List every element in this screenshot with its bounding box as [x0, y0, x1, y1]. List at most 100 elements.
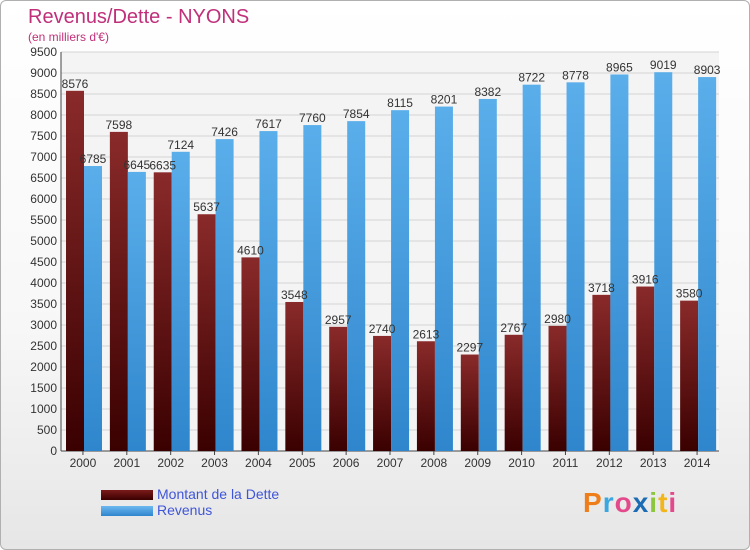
x-tick-label: 2013	[640, 456, 667, 470]
y-tick-label: 6500	[30, 171, 57, 185]
y-tick-label: 4500	[30, 255, 57, 269]
y-tick-label: 5000	[30, 234, 57, 248]
bar-revenus	[654, 72, 673, 452]
data-label-revenus: 8965	[606, 60, 633, 74]
bar-revenus	[347, 121, 366, 451]
data-label-revenus: 8201	[431, 93, 458, 107]
x-tick-label: 2009	[464, 456, 491, 470]
bar-dette	[504, 334, 523, 451]
logo-letter: o	[614, 487, 633, 518]
data-label-revenus: 8778	[562, 68, 589, 82]
data-label-revenus: 6785	[80, 152, 107, 166]
bar-revenus	[171, 151, 190, 452]
y-tick-label: 5500	[30, 213, 57, 227]
y-tick-label: 7000	[30, 150, 57, 164]
y-tick-label: 4000	[30, 276, 57, 290]
bar-dette	[373, 335, 392, 451]
logo-letter: P	[583, 487, 603, 518]
y-tick-label: 3000	[30, 318, 57, 332]
logo-letter: i	[668, 487, 678, 518]
bar-revenus	[478, 98, 497, 452]
chart-title: Revenus/Dette - NYONS	[28, 6, 250, 28]
data-label-revenus: 7124	[167, 138, 194, 152]
y-tick-label: 1500	[30, 381, 57, 395]
bar-revenus	[698, 77, 717, 451]
y-tick-label: 8500	[30, 87, 57, 101]
data-label-dette: 4610	[237, 243, 264, 257]
logo-letter: r	[602, 487, 615, 518]
legend-swatch-revenus	[101, 506, 153, 516]
bar-revenus	[391, 110, 410, 452]
chart-subtitle: (en milliers d'€)	[28, 30, 109, 44]
x-tick-label: 2008	[421, 456, 448, 470]
legend-label-dette: Montant de la Dette	[157, 486, 280, 502]
y-tick-label: 3500	[30, 297, 57, 311]
bar-dette	[460, 354, 479, 451]
y-tick-label: 2000	[30, 360, 57, 374]
data-label-dette: 3916	[632, 273, 659, 287]
logo-letter: x	[632, 487, 650, 518]
y-tick-label: 2500	[30, 339, 57, 353]
bar-dette	[548, 325, 567, 451]
data-label-dette: 2980	[544, 312, 571, 326]
data-label-dette: 3548	[281, 288, 308, 302]
bar-revenus	[84, 166, 102, 451]
data-label-dette: 5637	[193, 200, 220, 214]
y-tick-label: 9000	[30, 66, 57, 80]
x-tick-label: 2003	[201, 456, 228, 470]
x-tick-label: 2006	[333, 456, 360, 470]
x-tick-label: 2007	[377, 456, 404, 470]
bar-revenus	[127, 171, 146, 451]
data-label-dette: 2297	[456, 341, 483, 355]
data-label-revenus: 7760	[299, 111, 326, 125]
bar-dette	[109, 131, 128, 451]
data-label-dette: 2767	[500, 321, 527, 335]
x-tick-label: 2004	[245, 456, 272, 470]
data-label-dette: 8576	[62, 77, 89, 91]
bar-revenus	[522, 84, 541, 452]
data-label-revenus: 9019	[650, 58, 677, 72]
logo-letter: i	[649, 487, 659, 518]
bar-dette	[285, 301, 304, 451]
legend-swatch-dette	[101, 490, 153, 500]
y-tick-label: 9500	[30, 45, 57, 59]
data-label-dette: 7598	[106, 118, 133, 132]
logo-letter: t	[658, 487, 669, 518]
data-label-dette: 2957	[325, 313, 352, 327]
x-tick-label: 2000	[70, 456, 97, 470]
bar-revenus	[566, 82, 585, 451]
data-label-revenus: 8722	[518, 71, 545, 85]
y-tick-label: 8000	[30, 108, 57, 122]
bar-revenus	[259, 131, 278, 451]
data-label-revenus: 8382	[474, 85, 501, 99]
proxiti-logo: Proxiti	[583, 487, 677, 519]
data-label-revenus: 8903	[694, 63, 721, 77]
x-tick-label: 2014	[684, 456, 711, 470]
bar-dette	[329, 326, 348, 451]
legend-label-revenus: Revenus	[157, 502, 213, 518]
x-tick-label: 2012	[596, 456, 623, 470]
x-tick-label: 2001	[113, 456, 140, 470]
data-label-dette: 2613	[413, 327, 440, 341]
x-tick-label: 2011	[553, 456, 579, 470]
data-label-dette: 6635	[149, 158, 176, 172]
x-tick-label: 2005	[289, 456, 316, 470]
bar-dette	[197, 214, 216, 451]
bar-dette	[66, 90, 84, 452]
bar-dette	[241, 257, 260, 451]
bar-revenus	[434, 106, 453, 452]
bar-revenus	[215, 139, 234, 451]
bar-dette	[416, 341, 435, 451]
data-label-revenus: 7617	[255, 117, 282, 131]
data-label-revenus: 6645	[124, 158, 151, 172]
y-tick-label: 6000	[30, 192, 57, 206]
y-tick-label: 1000	[30, 402, 57, 416]
data-label-revenus: 7426	[211, 125, 238, 139]
data-label-revenus: 7854	[343, 107, 370, 121]
y-tick-label: 7500	[30, 129, 57, 143]
bar-dette	[680, 300, 699, 451]
data-label-revenus: 8115	[387, 96, 413, 110]
bar-revenus	[303, 125, 322, 451]
